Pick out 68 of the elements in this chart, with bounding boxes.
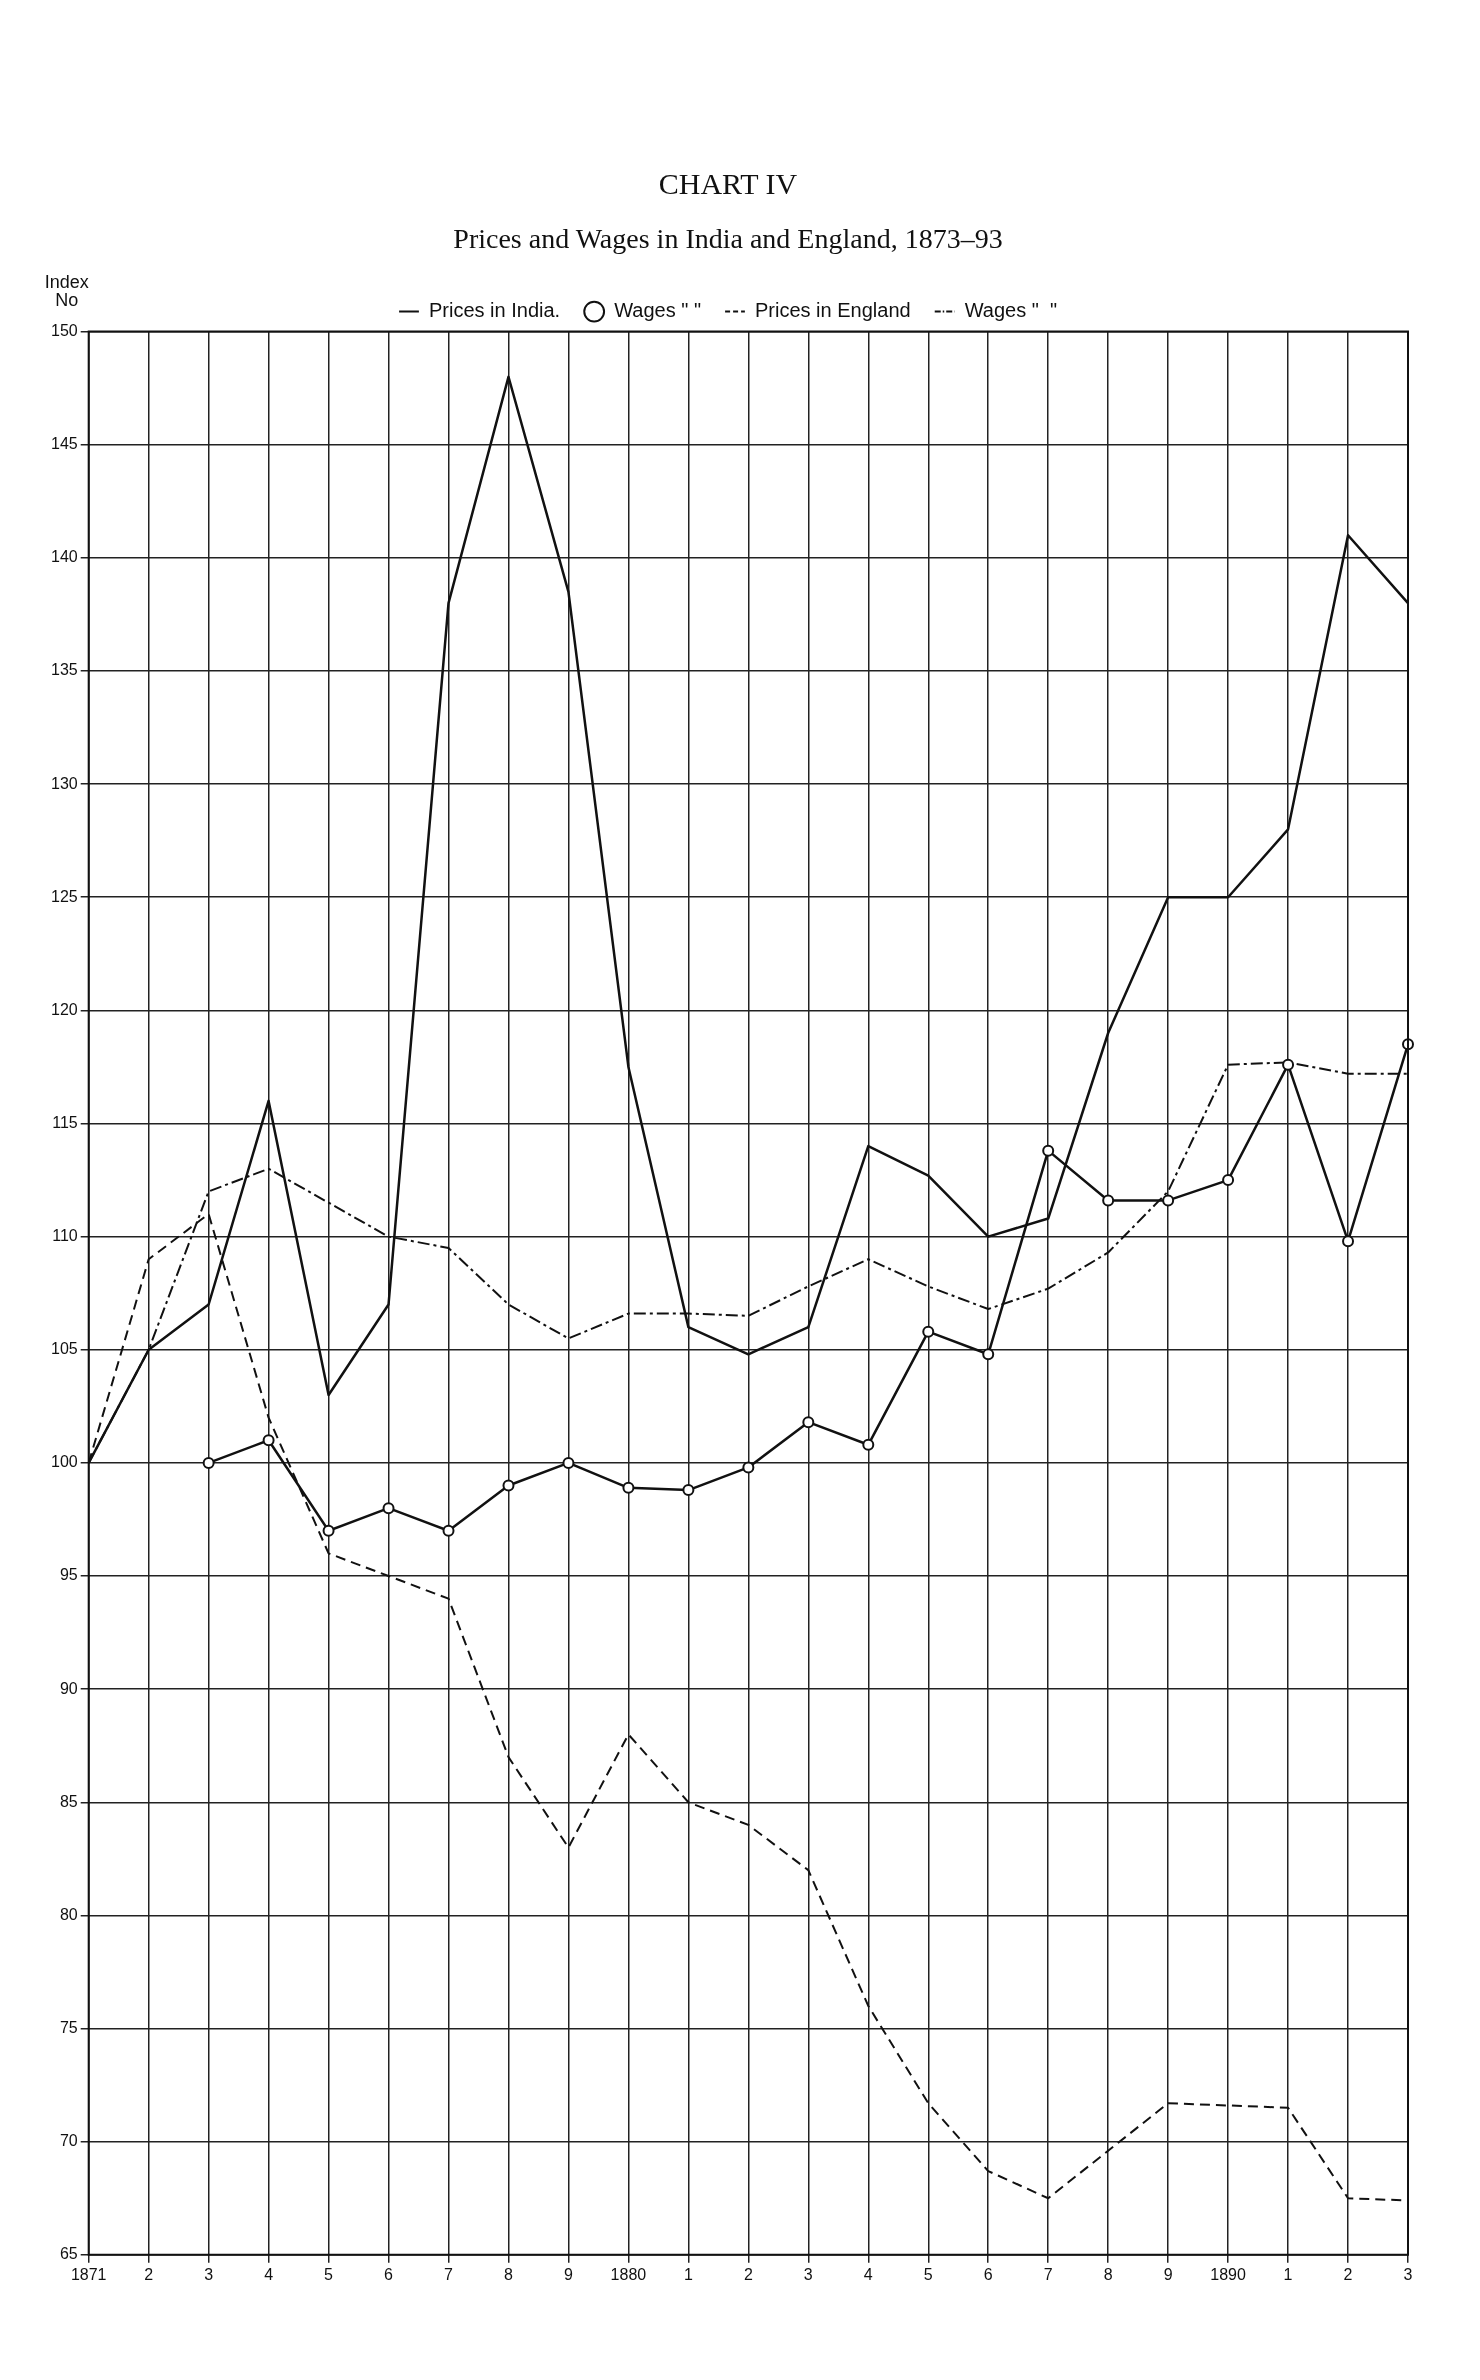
x-tick-label: 1871 bbox=[70, 2265, 107, 2283]
x-tick-label: 2 bbox=[144, 2265, 154, 2283]
y-tick-label: 110 bbox=[52, 1227, 78, 1245]
point bbox=[1282, 1058, 1295, 1071]
legend-label: Prices in England bbox=[754, 299, 911, 322]
y-tick-label: 90 bbox=[59, 1679, 78, 1697]
point bbox=[322, 1524, 335, 1537]
x-tick-label: 3 bbox=[1403, 2265, 1413, 2283]
y-tick-label: 85 bbox=[59, 1792, 78, 1810]
point bbox=[742, 1461, 755, 1474]
x-tick-label: 1 bbox=[1283, 2265, 1293, 2283]
y-tick-label: 135 bbox=[50, 661, 78, 679]
y-tick-label: 95 bbox=[59, 1566, 78, 1584]
y-tick-label: 100 bbox=[50, 1453, 78, 1471]
x-tick-label: 6 bbox=[983, 2265, 993, 2283]
x-tick-label: 5 bbox=[324, 2265, 334, 2283]
y-tick-label: 80 bbox=[59, 1905, 78, 1923]
x-tick-label: 7 bbox=[444, 2265, 454, 2283]
y-tick-label: 150 bbox=[50, 322, 78, 340]
point bbox=[262, 1434, 275, 1447]
x-tick-label: 9 bbox=[563, 2265, 573, 2283]
legend-label: Prices in India. bbox=[429, 299, 561, 322]
x-tick-label: 7 bbox=[1043, 2265, 1053, 2283]
legend-label: Wages " " bbox=[614, 299, 701, 322]
x-tick-label: 4 bbox=[264, 2265, 274, 2283]
point bbox=[442, 1524, 455, 1537]
y-tick-label: 120 bbox=[50, 1000, 78, 1018]
x-tick-label: 2 bbox=[1343, 2265, 1353, 2283]
chart-title: CHART IV bbox=[658, 166, 798, 200]
point bbox=[1102, 1194, 1115, 1207]
y-tick-label: 105 bbox=[50, 1340, 78, 1358]
y-tick-label: 70 bbox=[59, 2132, 78, 2150]
point bbox=[622, 1481, 635, 1494]
point bbox=[502, 1479, 515, 1492]
x-tick-label: 9 bbox=[1163, 2265, 1173, 2283]
point bbox=[1222, 1174, 1235, 1187]
x-tick-label: 8 bbox=[504, 2265, 514, 2283]
point bbox=[202, 1456, 215, 1469]
point bbox=[862, 1438, 875, 1451]
legend-label: Wages " " bbox=[964, 299, 1057, 322]
point bbox=[982, 1348, 995, 1361]
y-axis-title: Index No bbox=[44, 271, 89, 310]
y-tick-label: 125 bbox=[50, 887, 78, 905]
y-tick-label: 65 bbox=[59, 2245, 78, 2263]
x-tick-label: 1 bbox=[683, 2265, 693, 2283]
point bbox=[1342, 1235, 1355, 1248]
x-tick-label: 4 bbox=[863, 2265, 873, 2283]
point bbox=[922, 1325, 935, 1338]
x-tick-label: 5 bbox=[923, 2265, 933, 2283]
x-tick-label: 8 bbox=[1103, 2265, 1113, 2283]
x-tick-label: 3 bbox=[204, 2265, 214, 2283]
point bbox=[1162, 1194, 1175, 1207]
point bbox=[1042, 1144, 1055, 1157]
y-tick-label: 145 bbox=[50, 435, 78, 453]
point bbox=[682, 1484, 695, 1497]
x-tick-label: 3 bbox=[803, 2265, 813, 2283]
x-tick-label: 1880 bbox=[610, 2265, 647, 2283]
y-tick-label: 115 bbox=[52, 1113, 78, 1131]
x-tick-label: 1890 bbox=[1210, 2265, 1246, 2283]
x-tick-label: 2 bbox=[743, 2265, 753, 2283]
x-tick-label: 6 bbox=[384, 2265, 394, 2283]
point bbox=[562, 1456, 575, 1469]
y-tick-label: 140 bbox=[50, 548, 78, 566]
point bbox=[802, 1416, 815, 1429]
chart-subtitle: Prices and Wages in India and England, 1873–93 bbox=[453, 223, 1003, 255]
point bbox=[382, 1502, 395, 1515]
y-tick-label: 130 bbox=[50, 774, 78, 792]
y-tick-label: 75 bbox=[59, 2018, 78, 2036]
